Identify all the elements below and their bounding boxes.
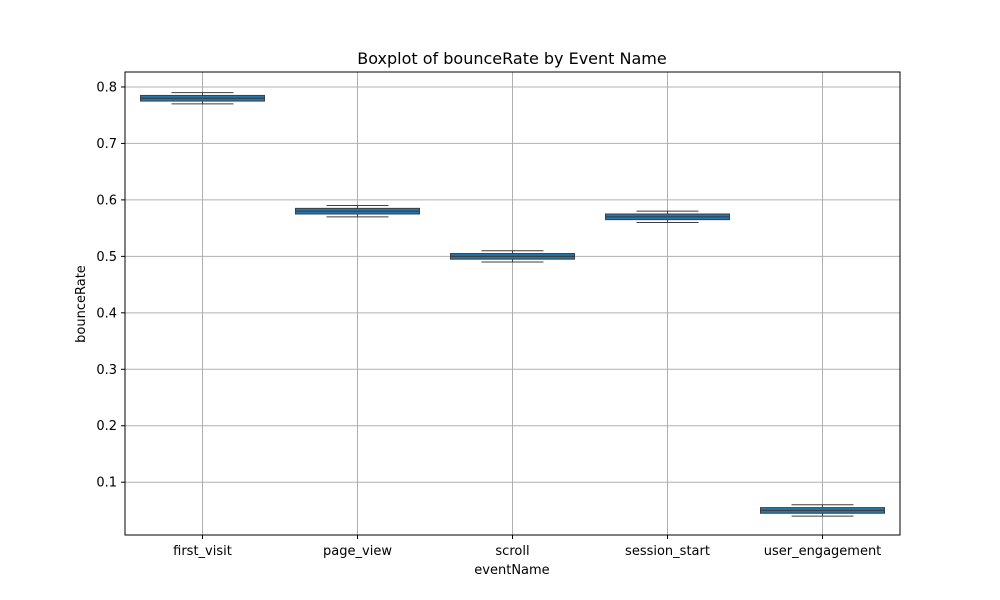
box-user_engagement <box>760 504 885 517</box>
box-scroll <box>450 250 575 263</box>
x-tick-label: first_visit <box>173 544 232 559</box>
y-axis-label: bounceRate <box>74 265 89 343</box>
y-tick-label: 0.3 <box>96 363 117 378</box>
x-tick-label: user_engagement <box>764 544 882 559</box>
y-ticks: 0.1 0.2 0.3 0.4 0.5 0.6 0.7 0.8 <box>96 80 125 491</box>
boxes <box>140 92 885 517</box>
chart-title: Boxplot of bounceRate by Event Name <box>357 49 666 68</box>
x-tick-label: page_view <box>323 544 392 559</box>
box-session_start <box>605 210 730 223</box>
x-ticks: first_visit page_view scroll session_start u… <box>173 535 881 559</box>
y-tick-label: 0.2 <box>96 419 117 434</box>
x-tick-label: scroll <box>495 544 529 559</box>
x-tick-label: session_start <box>625 544 710 559</box>
y-tick-label: 0.6 <box>96 193 117 208</box>
y-tick-label: 0.1 <box>96 476 117 491</box>
x-axis-label: eventName <box>474 563 549 578</box>
box-page_view <box>295 205 420 218</box>
y-tick-label: 0.4 <box>96 306 117 321</box>
box-first_visit <box>140 92 265 105</box>
y-tick-label: 0.8 <box>96 80 117 95</box>
y-tick-label: 0.5 <box>96 250 117 265</box>
y-tick-label: 0.7 <box>96 137 117 152</box>
grid-lines <box>125 72 900 535</box>
